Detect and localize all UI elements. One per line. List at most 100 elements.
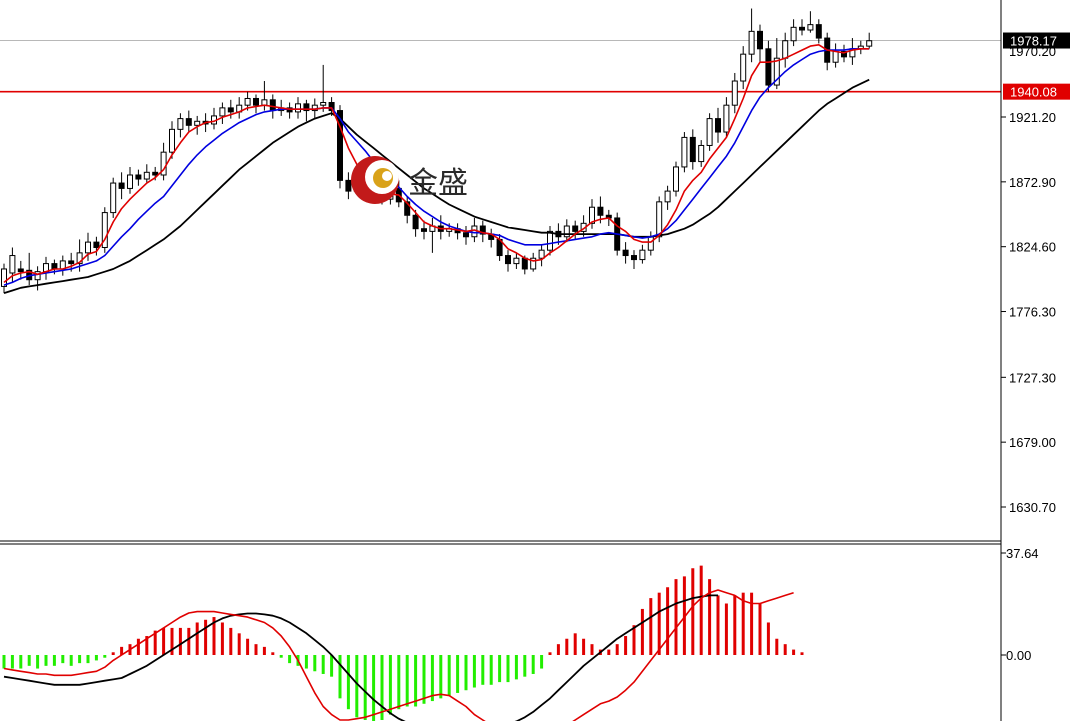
candle-body-bull (110, 182, 117, 214)
candle-body-bear (521, 257, 528, 270)
candle-body-bear (572, 225, 579, 232)
candle (463, 226, 469, 245)
candle (824, 32, 831, 71)
price-panel[interactable] (0, 8, 1001, 294)
candle-body-bull (219, 107, 226, 117)
candle-body-bear (328, 102, 335, 112)
candle-body-bull (1, 268, 7, 287)
candle (706, 113, 713, 151)
candle-body-bull (311, 104, 318, 112)
watermark-text: 金盛 (408, 166, 468, 201)
candle-body-bear (421, 228, 427, 232)
candle-body-bull (740, 53, 747, 82)
candle-body-bear (841, 50, 847, 58)
candle-body-bull (530, 257, 537, 270)
candle (93, 236, 100, 256)
candle (26, 252, 33, 286)
candle (320, 64, 327, 112)
candle-body-bear (337, 110, 343, 181)
candle (479, 220, 486, 243)
candle-body-bull (866, 40, 873, 47)
candle (647, 231, 654, 256)
candle-body-bull (748, 30, 755, 55)
candle-body-bull (647, 236, 654, 251)
candle (286, 102, 293, 119)
candle-body-bear (622, 249, 629, 257)
price-tick-label: 1872.90 (1009, 175, 1056, 190)
candle-body-bear (715, 118, 721, 133)
current-price-tag (1003, 32, 1070, 49)
candle (194, 115, 201, 135)
candle-body-bear (345, 179, 352, 192)
ma-mid-line (3, 47, 870, 286)
candle (530, 252, 537, 272)
candle-body-bear (51, 263, 58, 270)
candle (689, 129, 696, 170)
candle-body-bull (639, 249, 646, 261)
candle-body-bear (303, 103, 310, 112)
candle-body-bull (698, 144, 705, 163)
candle-body-bull (790, 26, 797, 42)
candle (622, 242, 629, 264)
candle-body-bull (261, 99, 268, 106)
candle (505, 250, 511, 272)
candle-body-bull (563, 225, 570, 238)
candle-body-bull (832, 50, 839, 63)
candle-body-bull (547, 230, 553, 251)
candle-body-bull (160, 151, 167, 176)
candle-body-bear (757, 30, 763, 50)
candle (211, 107, 217, 130)
candle (673, 161, 679, 197)
candle (572, 220, 579, 240)
macd-panel[interactable] (2, 565, 804, 721)
candle (639, 244, 646, 264)
candle-body-bear (631, 255, 637, 261)
candle (757, 24, 763, 63)
candle (236, 97, 243, 119)
candle (488, 228, 495, 248)
macd-main-line (3, 589, 794, 721)
candle-body-bull (656, 201, 663, 238)
candle-body-bull (664, 190, 671, 203)
candle-body-bull (85, 241, 91, 254)
candle-body-bear (689, 136, 696, 163)
candle (143, 164, 150, 184)
candle-body-bull (731, 80, 738, 106)
candle-body-bull (169, 128, 175, 153)
candle-body-bear (253, 97, 259, 106)
price-tick-label: 1776.30 (1009, 305, 1056, 320)
candle-body-bear (815, 24, 822, 39)
candle (807, 11, 814, 33)
candle-body-bear (479, 225, 486, 235)
candle-body-bull (673, 166, 679, 192)
candle (631, 250, 637, 269)
candle (17, 260, 24, 280)
candle-body-bear (765, 48, 772, 86)
candle (219, 102, 226, 124)
candle-body-bull (127, 174, 133, 189)
candle-body-bear (17, 268, 24, 273)
candle (101, 207, 108, 253)
candle (185, 110, 192, 133)
candle-body-bear (505, 255, 511, 265)
candle (832, 43, 839, 68)
candle (681, 132, 688, 173)
candle (85, 232, 91, 261)
ma-fast-line (3, 43, 870, 284)
candle (429, 217, 436, 253)
candle (118, 172, 125, 200)
candle (412, 209, 419, 237)
candle (177, 113, 184, 138)
price-tags: 1978.17 1940.08 (1003, 32, 1070, 100)
candle (127, 166, 133, 194)
candle-body-bull (513, 257, 520, 265)
candle-body-bull (194, 120, 201, 126)
watermark: 金盛 (351, 156, 468, 204)
candle (740, 46, 747, 90)
candle (664, 185, 671, 210)
ma-slow-line (3, 78, 870, 294)
candle-body-bear (404, 201, 411, 216)
candle-body-bear (412, 214, 419, 230)
candle (345, 172, 352, 200)
